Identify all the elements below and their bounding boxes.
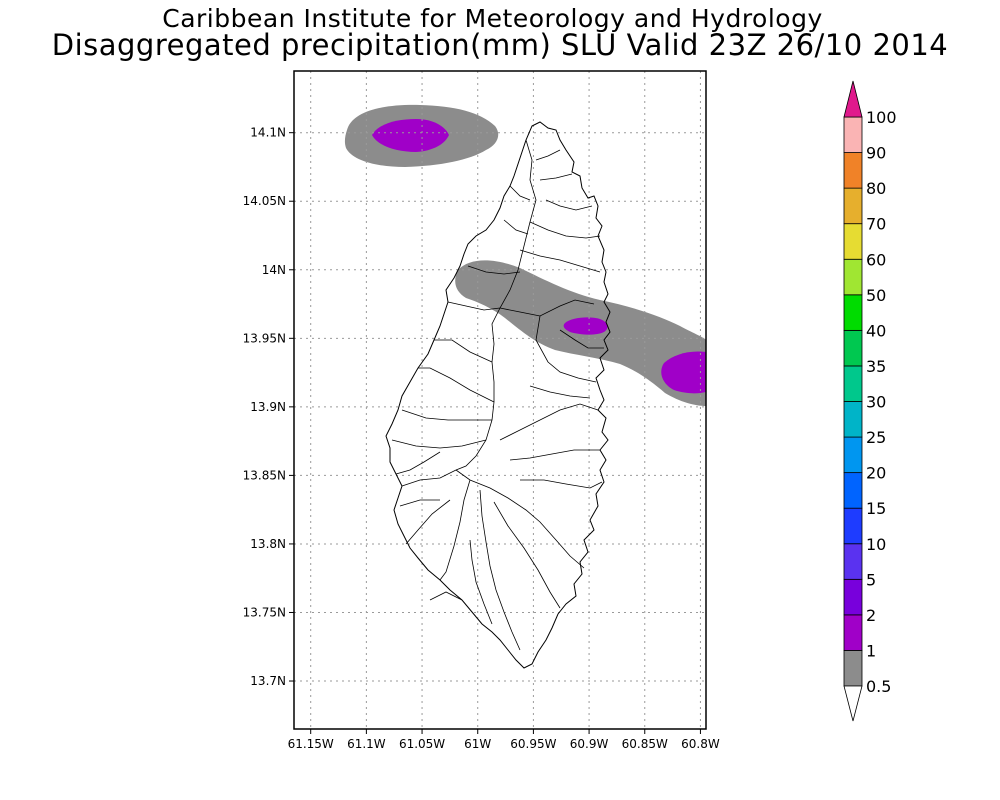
tick-label-lat: 13.9N — [250, 400, 286, 414]
tick-label-lat: 14.05N — [243, 194, 286, 208]
colorbar-swatch — [843, 578, 863, 616]
colorbar-swatch — [843, 436, 863, 474]
tick-label-lon: 60.8W — [681, 737, 720, 751]
colorbar-label: 60 — [866, 250, 886, 269]
coastline — [385, 121, 611, 669]
tick-label-lon: 60.85W — [622, 737, 668, 751]
colorbar-swatch — [843, 365, 863, 402]
tick-label-lat: 14N — [262, 263, 286, 277]
colorbar-swatch — [843, 329, 863, 367]
colorbar-swatch — [843, 472, 863, 509]
colorbar-label: 5 — [866, 570, 876, 589]
tick-label-lon: 61.1W — [347, 737, 386, 751]
colorbar-top-arrow — [843, 80, 863, 118]
colorbar-label: 35 — [866, 357, 886, 376]
chart-title: Caribbean Institute for Meteorology and … — [162, 4, 823, 33]
tick-label-lon: 60.9W — [570, 737, 609, 751]
colorbar-label: 1 — [866, 641, 876, 660]
tick-label-lat: 13.75N — [243, 605, 286, 619]
colorbar-label: 25 — [866, 428, 886, 447]
tick-label-lat: 13.85N — [243, 468, 286, 482]
colorbar-label: 40 — [866, 321, 886, 340]
colorbar-swatch — [843, 614, 863, 651]
tick-label-lat: 13.7N — [250, 674, 286, 688]
colorbar-swatch — [843, 258, 863, 296]
precip-cell-north-purple — [372, 119, 449, 152]
graticule-grid — [294, 71, 706, 729]
colorbar-swatch — [843, 294, 863, 331]
colorbar-label: 90 — [866, 144, 886, 163]
tick-label-lon: 61.05W — [399, 737, 445, 751]
tick-label-lat: 13.95N — [243, 331, 286, 345]
island-outline — [385, 121, 611, 669]
colorbar-bottom-arrow — [843, 685, 863, 722]
colorbar-label: 50 — [866, 286, 886, 305]
colorbar-swatch — [843, 401, 863, 438]
colorbar-label: 100 — [866, 108, 897, 127]
colorbar-label: 15 — [866, 499, 886, 518]
precip-cell-east-purple — [661, 351, 706, 394]
colorbar-label: 70 — [866, 215, 886, 234]
chart-subtitle: Disaggregated precipitation(mm) SLU Vali… — [51, 28, 949, 62]
colorbar-label: 30 — [866, 393, 886, 412]
colorbar-label: 2 — [866, 606, 876, 625]
map-frame — [293, 70, 707, 730]
colorbar-swatch — [843, 116, 863, 153]
tick-label-lon: 60.95W — [510, 737, 556, 751]
colorbar-label: 0.5 — [866, 677, 891, 696]
colorbar-label: 20 — [866, 464, 886, 483]
precip-band-purple — [563, 317, 608, 335]
tick-label-lon: 61W — [464, 737, 491, 751]
precip-fields — [344, 104, 706, 406]
axis-ticks: 61.15W 61.1W 61.05W 61W 60.95W 60.9W 60.85W 60.… — [243, 126, 720, 751]
watersheds — [391, 139, 604, 651]
tick-label-lon: 61.15W — [288, 737, 334, 751]
tick-label-lat: 14.1N — [250, 126, 286, 140]
colorbar-swatch — [843, 187, 863, 225]
colorbar-swatch — [843, 543, 863, 580]
tick-label-lat: 13.8N — [250, 537, 286, 551]
colorbar-swatch — [843, 650, 863, 687]
colorbar-label: 80 — [866, 179, 886, 198]
colorbar-swatch — [843, 152, 863, 189]
colorbar-label: 10 — [866, 535, 886, 554]
colorbar-swatch — [843, 507, 863, 545]
colorbar-swatch — [843, 223, 863, 260]
